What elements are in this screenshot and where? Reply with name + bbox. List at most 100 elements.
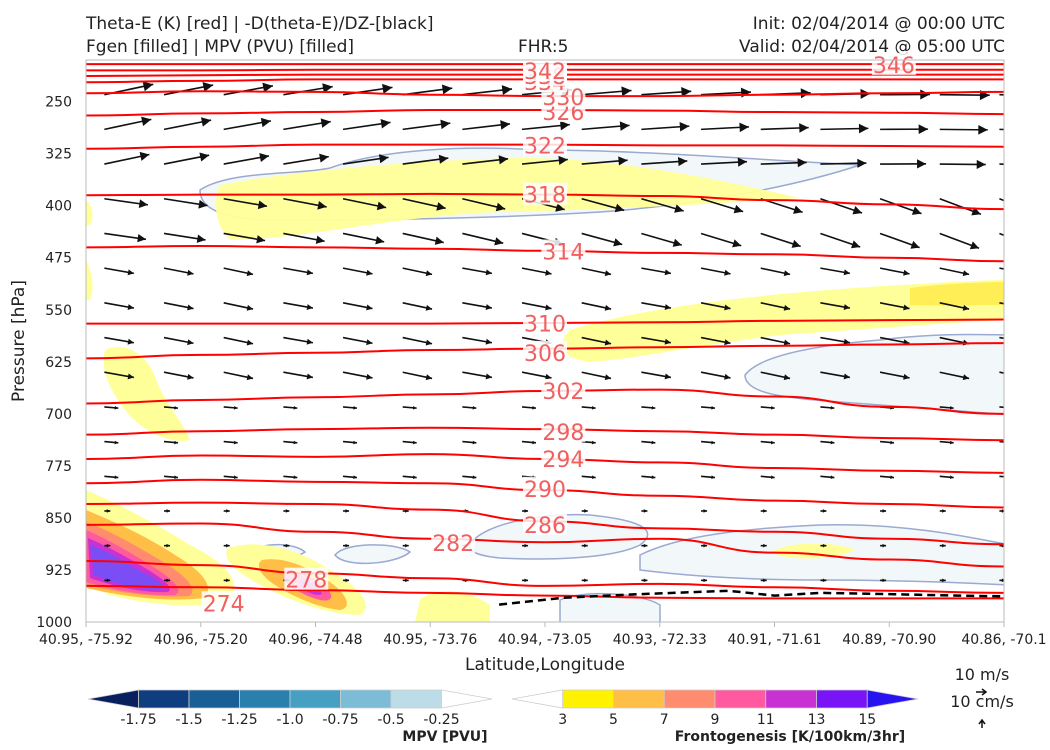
colorbar-segment (390, 689, 442, 709)
wind-vector-head (882, 509, 887, 513)
wind-vector-head (910, 240, 920, 249)
theta-e-label-286: 286 (524, 514, 566, 539)
theta-e-label-290: 290 (524, 478, 566, 503)
x-tick-label: 40.95, -73.76 (383, 632, 477, 648)
x-tick-label: 40.93, -72.33 (613, 632, 707, 648)
wind-vector-head (485, 338, 492, 345)
valid-time: Valid: 02/04/2014 @ 05:00 UTC (739, 37, 1005, 57)
wind-vector-head (797, 158, 807, 168)
colorbar-segment (816, 689, 868, 709)
wind-vector-head (285, 543, 290, 548)
wind-vector-head (353, 475, 357, 480)
wind-vector-head (256, 235, 266, 244)
wind-vector-head (1038, 126, 1048, 136)
wind-vector-head (643, 543, 648, 548)
wind-vector-head (791, 239, 801, 248)
wind-vector-head (672, 238, 682, 247)
x-tick-label: 40.89, -70.90 (842, 632, 936, 648)
wind-vector-head (843, 269, 850, 276)
colorbar-segment (188, 689, 240, 709)
x-axis-ticks: 40.95, -75.92 40.96, -75.20 40.96, -74.48 4… (39, 622, 1047, 648)
wind-vector-head (545, 269, 552, 276)
colorbar-segment (613, 689, 665, 709)
wind-vector-head (942, 578, 946, 583)
wind-vector-head (501, 85, 513, 96)
wind-vector-head (114, 406, 119, 410)
x-tick-label: 40.95, -75.92 (39, 632, 133, 648)
colorbar-tick-label: 9 (711, 712, 720, 728)
fgen-left-3 (86, 200, 93, 225)
init-time: Init: 02/04/2014 @ 00:00 UTC (752, 14, 1005, 34)
fgen-lower-right (770, 543, 855, 559)
wind-vector-head (783, 339, 791, 346)
theta-e-label-298: 298 (542, 421, 584, 446)
wind-vector-head (166, 543, 171, 548)
wind-vector-head (485, 269, 492, 276)
y-tick-label: 700 (45, 407, 72, 423)
colorbar-segment (765, 689, 817, 709)
wind-vector-head (438, 154, 449, 164)
wind-vector-head (500, 120, 511, 130)
wind-vector-head (604, 374, 612, 381)
wind-vector-head (106, 578, 111, 583)
wind-vector-head (799, 123, 809, 133)
wind-vector-head (643, 578, 648, 583)
theta-e-label-322: 322 (524, 134, 566, 159)
theta-e-label-310: 310 (524, 313, 566, 338)
wind-vector-head (903, 304, 910, 311)
wind-vector-head (903, 269, 910, 276)
wind-vector-head (770, 406, 775, 410)
theta-e-line-278 (86, 559, 1004, 594)
theta-e-line-282 (86, 522, 1004, 568)
fgen-bottom (415, 590, 490, 622)
wind-vector-head (737, 157, 747, 167)
wind-vector-head (857, 158, 867, 168)
wind-vector-head (783, 304, 791, 311)
wind-vector-head (319, 153, 329, 163)
y-tick-label: 850 (45, 511, 72, 527)
theta-e-label-306: 306 (524, 342, 566, 367)
wind-vector-head (320, 118, 331, 128)
wind-vector-head (711, 440, 716, 445)
contour-label-bg (541, 419, 586, 442)
wind-vector-head (322, 83, 333, 94)
wind-vector-head (882, 543, 887, 548)
wind-vector-head (114, 440, 119, 445)
contour-label-bg (523, 311, 567, 334)
colorbar-tick-label: 15 (858, 712, 876, 728)
wind-vector-head (434, 236, 444, 245)
wind-vector-head (1010, 475, 1014, 479)
wind-vector-head (114, 475, 119, 480)
fgen-colorbar: 3 5 7 9 11 13 15 (511, 689, 919, 728)
wind-vector-head (366, 269, 373, 276)
fgen-left-1 (103, 346, 190, 441)
wind-vector-head (591, 440, 596, 445)
wind-vector-head (800, 88, 811, 99)
wind-vector-head (651, 440, 656, 445)
colorbar-tick-label: 13 (808, 712, 826, 728)
wind-vector-head (306, 338, 313, 345)
wind-vector-head (142, 81, 154, 92)
wind-vector-head (412, 475, 417, 480)
wind-vector-head (425, 374, 433, 381)
theta-e-label-302: 302 (542, 380, 584, 405)
wind-vector-head (233, 406, 238, 410)
colorbar-segment (562, 689, 614, 709)
wind-vector-head (724, 373, 731, 380)
wind-vector-head (382, 83, 393, 94)
wind-vector-head (436, 202, 446, 211)
wind-vector-head (843, 373, 850, 380)
wind-vector-head (962, 304, 970, 311)
theta-e-line-274 (86, 584, 1004, 600)
fgen-lowleft-purple (90, 545, 163, 590)
wind-vector-head (200, 117, 212, 127)
wind-vector-head (285, 509, 290, 513)
wind-vector-head (830, 406, 835, 410)
wind-vector-head (199, 152, 210, 162)
wind-vector-head (405, 578, 409, 583)
wind-vector-head (978, 124, 988, 135)
wind-vector (999, 406, 1004, 409)
wind-vector-head (498, 155, 509, 165)
wind-vector-head (677, 156, 688, 167)
